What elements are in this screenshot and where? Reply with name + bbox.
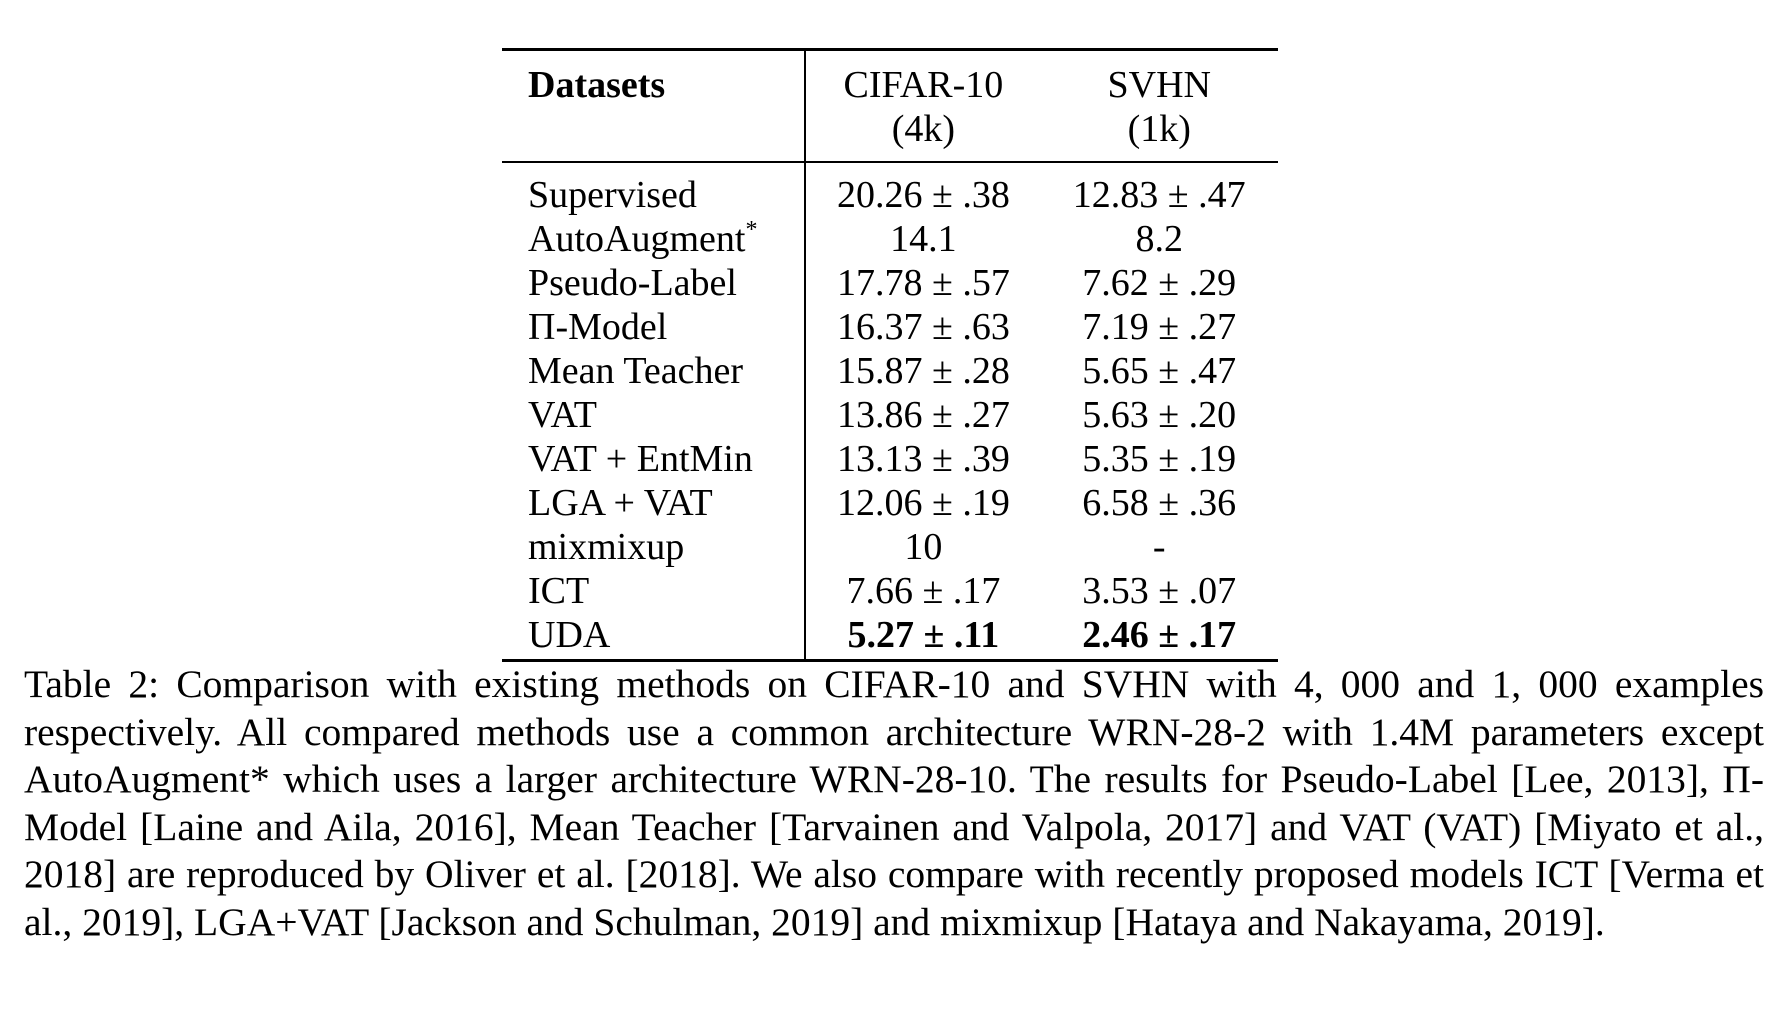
method-name: VAT + EntMin xyxy=(528,438,753,480)
cifar10-error-cell: 12.06 ± .19 xyxy=(837,482,1010,524)
table-row: Supervised 20.26 ± .38 12.83 ± .47 xyxy=(502,162,1278,217)
cifar10-error-cell: 13.86 ± .27 xyxy=(837,394,1010,436)
method-cell: Supervised xyxy=(502,162,807,217)
table-row: ICT 7.66 ± .17 3.53 ± .07 xyxy=(502,569,1278,613)
results-table-container: Datasets CIFAR-10 (4k) SVHN (1k) Supervi… xyxy=(502,48,1278,662)
table-row: mixmixup 10 - xyxy=(502,525,1278,569)
method-name: Mean Teacher xyxy=(528,350,744,392)
header-svhn-name: SVHN xyxy=(1107,64,1211,106)
method-name: ICT xyxy=(528,570,590,612)
cifar10-error-cell: 10 xyxy=(904,526,943,568)
svhn-error-cell: 7.62 ± .29 xyxy=(1082,262,1237,304)
header-cifar10-sub: (4k) xyxy=(891,108,956,150)
method-name: AutoAugment xyxy=(528,218,746,260)
method-cell: LGA + VAT xyxy=(502,481,807,525)
header-datasets: Datasets xyxy=(502,49,807,162)
method-cell: AutoAugment* xyxy=(502,217,807,261)
svhn-error-cell: - xyxy=(1152,526,1166,568)
header-cifar10-name: CIFAR-10 xyxy=(843,64,1004,106)
header-svhn-sub: (1k) xyxy=(1127,108,1191,150)
table-row: Π-Model 16.37 ± .63 7.19 ± .27 xyxy=(502,305,1278,349)
table-row: Pseudo-Label 17.78 ± .57 7.62 ± .29 xyxy=(502,261,1278,305)
method-name: Pseudo-Label xyxy=(528,262,737,304)
table-row: VAT 13.86 ± .27 5.63 ± .20 xyxy=(502,393,1278,437)
svhn-error-cell: 5.63 ± .20 xyxy=(1082,394,1237,436)
method-name: LGA + VAT xyxy=(528,482,713,524)
table-row: AutoAugment* 14.1 8.2 xyxy=(502,217,1278,261)
method-name: mixmixup xyxy=(528,526,685,568)
method-name: Supervised xyxy=(528,174,697,216)
cifar10-error-cell: 16.37 ± .63 xyxy=(837,306,1010,348)
cifar10-error-cell: 14.1 xyxy=(890,218,957,260)
svhn-error-cell: 2.46 ± .17 xyxy=(1082,614,1237,656)
header-cifar10: CIFAR-10 (4k) xyxy=(805,50,1040,163)
method-cell: mixmixup xyxy=(502,525,807,569)
method-cell: Π-Model xyxy=(502,305,807,349)
method-cell: VAT xyxy=(502,393,807,437)
table-header: Datasets CIFAR-10 (4k) SVHN (1k) xyxy=(502,49,1278,163)
cifar10-error-cell: 17.78 ± .57 xyxy=(837,262,1010,304)
method-cell: UDA xyxy=(502,613,807,661)
header-svhn: SVHN (1k) xyxy=(1040,50,1278,163)
method-cell: Mean Teacher xyxy=(502,349,807,393)
header-row: Datasets CIFAR-10 (4k) SVHN (1k) xyxy=(502,49,1278,163)
svhn-error-cell: 8.2 xyxy=(1135,218,1183,260)
results-table: Datasets CIFAR-10 (4k) SVHN (1k) Supervi… xyxy=(502,48,1278,662)
cifar10-error-cell: 13.13 ± .39 xyxy=(837,438,1010,480)
svhn-error-cell: 5.65 ± .47 xyxy=(1082,350,1237,392)
table-row: VAT + EntMin 13.13 ± .39 5.35 ± .19 xyxy=(502,437,1278,481)
svhn-error-cell: 3.53 ± .07 xyxy=(1082,570,1237,612)
cifar10-error-cell: 20.26 ± .38 xyxy=(837,174,1010,216)
method-name: VAT xyxy=(528,394,597,436)
table-row: UDA 5.27 ± .11 2.46 ± .17 xyxy=(502,613,1278,661)
svhn-error-cell: 12.83 ± .47 xyxy=(1072,174,1246,216)
cifar10-error-cell: 15.87 ± .28 xyxy=(837,350,1010,392)
method-cell: Pseudo-Label xyxy=(502,261,807,305)
method-cell: VAT + EntMin xyxy=(502,437,807,481)
cifar10-error-cell: 7.66 ± .17 xyxy=(846,570,1001,612)
svhn-error-cell: 6.58 ± .36 xyxy=(1082,482,1237,524)
method-name: UDA xyxy=(528,614,611,656)
table-row: Mean Teacher 15.87 ± .28 5.65 ± .47 xyxy=(502,349,1278,393)
method-cell: ICT xyxy=(502,569,807,613)
table-row: LGA + VAT 12.06 ± .19 6.58 ± .36 xyxy=(502,481,1278,525)
table-caption: Table 2: Comparison with existing method… xyxy=(24,662,1764,944)
method-name: Π-Model xyxy=(528,306,668,348)
method-footnote-mark: * xyxy=(745,217,758,243)
table-body: Supervised 20.26 ± .38 12.83 ± .47 AutoAugm… xyxy=(502,162,1278,661)
svhn-error-cell: 5.35 ± .19 xyxy=(1082,438,1237,480)
cifar10-error-cell: 5.27 ± .11 xyxy=(847,614,1000,656)
svhn-error-cell: 7.19 ± .27 xyxy=(1082,306,1237,348)
